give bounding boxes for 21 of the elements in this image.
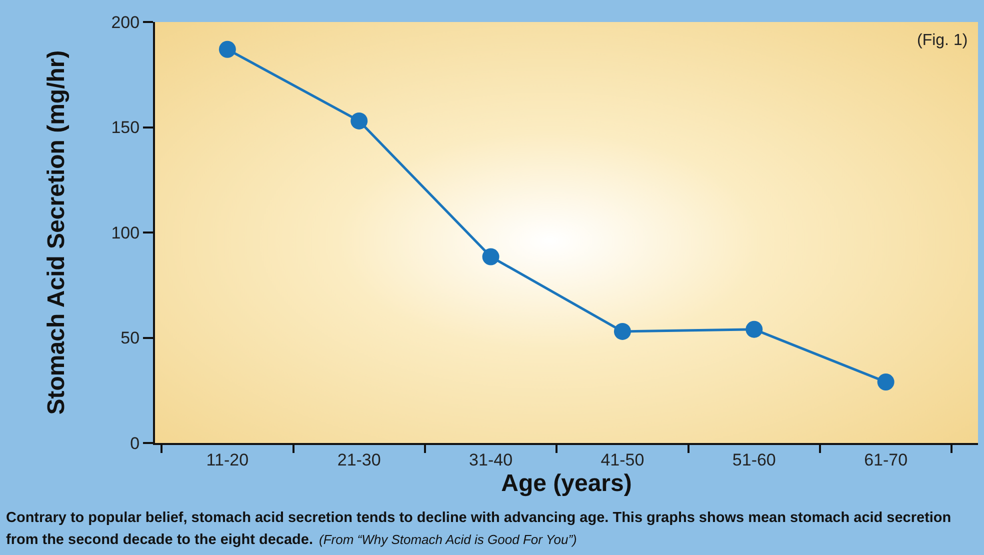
annotation: (Fig. 1): [917, 32, 968, 49]
x-tick-label: 31-40: [469, 450, 513, 470]
point: [482, 248, 500, 266]
point: [350, 112, 368, 130]
y-tick-label: 50: [120, 328, 140, 348]
y-tick-label: 0: [130, 434, 140, 453]
x-tick-label: 61-70: [864, 450, 908, 470]
x-axis-title: Age (years): [501, 470, 632, 498]
y-tick-label: 100: [111, 223, 140, 242]
text: (From “Why Stomach Acid is Good For You”): [318, 532, 577, 547]
x-tick-label: 41-50: [600, 450, 644, 470]
point: [746, 320, 763, 338]
y-tick-label: 200: [111, 12, 140, 32]
x-tick-label: 51-60: [732, 450, 776, 470]
x-tick-label: 21-30: [337, 450, 381, 470]
point: [614, 322, 631, 340]
y-axis-title: Stomach Acid Secretion (mg/hr): [42, 50, 70, 415]
x-tick-label: 11-20: [206, 450, 249, 470]
point: [877, 373, 894, 390]
y-tick-label: 150: [111, 118, 140, 138]
point: [218, 40, 236, 58]
